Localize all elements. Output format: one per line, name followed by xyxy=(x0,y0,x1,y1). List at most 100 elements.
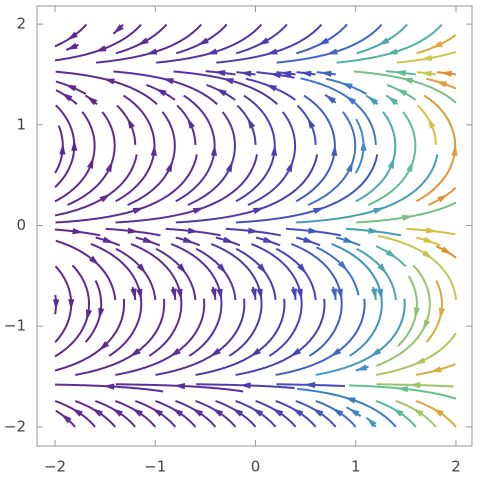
arrowhead xyxy=(343,236,355,244)
arrowhead xyxy=(232,408,244,417)
streamline xyxy=(235,298,326,376)
arrowhead xyxy=(215,88,227,97)
arrowhead xyxy=(367,96,378,106)
arrowhead xyxy=(214,70,226,77)
arrowhead xyxy=(290,348,302,357)
arrowhead xyxy=(173,383,185,390)
streamline xyxy=(377,234,457,301)
arrowhead xyxy=(172,408,184,417)
streamline xyxy=(275,298,366,376)
arrowhead xyxy=(392,408,404,417)
arrowhead xyxy=(68,299,75,311)
arrowhead xyxy=(247,117,256,129)
arrowhead xyxy=(98,341,110,351)
arrowhead xyxy=(296,288,303,301)
arrowhead xyxy=(300,70,312,77)
arrowhead xyxy=(113,24,124,34)
arrowhead xyxy=(182,236,195,244)
arrowhead xyxy=(61,92,73,102)
x-tick-label: 1 xyxy=(351,458,361,476)
arrowhead xyxy=(210,144,217,156)
arrowhead xyxy=(137,37,149,46)
arrowhead xyxy=(136,263,147,274)
arrowhead xyxy=(71,408,83,417)
arrowhead xyxy=(406,160,414,173)
arrowhead xyxy=(431,40,443,49)
arrowhead xyxy=(345,95,357,105)
arrowhead xyxy=(252,408,264,417)
arrowhead xyxy=(297,263,307,274)
arrowhead xyxy=(250,348,261,357)
arrowhead xyxy=(66,31,78,41)
arrowhead xyxy=(151,408,163,417)
y-tick-label: −1 xyxy=(4,317,26,335)
streamline xyxy=(54,23,142,62)
arrowhead xyxy=(371,288,377,300)
arrowhead xyxy=(332,408,344,417)
arrowhead xyxy=(165,160,173,173)
arrowhead xyxy=(409,382,421,389)
arrowhead xyxy=(197,37,209,46)
arrowhead xyxy=(440,70,452,77)
arrowhead xyxy=(225,160,233,173)
arrowhead xyxy=(187,227,200,234)
x-tick-label: 2 xyxy=(451,458,461,476)
arrowhead xyxy=(385,249,397,259)
frame xyxy=(36,5,473,447)
arrowhead xyxy=(435,81,448,88)
arrowhead xyxy=(262,236,275,244)
streamline xyxy=(54,154,138,217)
arrowhead xyxy=(91,408,103,417)
arrowhead xyxy=(272,408,284,417)
arrowhead xyxy=(355,364,368,371)
streamline xyxy=(291,243,343,357)
arrowhead xyxy=(111,408,123,417)
streamline xyxy=(375,245,407,268)
streamline xyxy=(416,34,457,55)
arrowhead xyxy=(145,48,158,55)
arrowhead xyxy=(66,42,78,50)
arrowhead xyxy=(86,309,92,321)
arrowhead xyxy=(169,348,181,357)
streamline xyxy=(96,23,202,64)
arrowhead xyxy=(330,348,342,357)
arrowhead xyxy=(451,144,458,156)
arrowhead xyxy=(344,397,356,404)
arrowhead xyxy=(330,288,337,300)
arrowhead xyxy=(150,144,157,156)
streamline xyxy=(156,23,263,64)
arrowhead xyxy=(373,207,385,214)
arrowhead xyxy=(341,82,353,90)
arrowhead xyxy=(396,386,409,393)
arrowhead xyxy=(420,54,433,61)
arrowhead xyxy=(432,408,444,417)
arrowhead xyxy=(402,214,414,221)
arrowhead xyxy=(217,263,227,274)
arrowhead xyxy=(103,383,115,390)
arrowhead xyxy=(130,288,137,300)
arrowhead xyxy=(142,236,155,244)
arrowhead xyxy=(290,288,297,300)
arrowhead xyxy=(377,263,387,274)
streamline xyxy=(54,104,76,188)
arrowhead xyxy=(87,157,94,169)
arrowhead xyxy=(387,157,395,169)
arrowhead xyxy=(423,236,435,244)
arrowhead xyxy=(366,417,377,428)
streamline xyxy=(54,23,88,48)
arrowhead xyxy=(346,160,354,173)
arrowhead xyxy=(414,307,421,319)
arrowhead xyxy=(252,207,265,214)
arrowhead xyxy=(105,160,113,173)
arrowhead xyxy=(170,288,177,300)
streamlines xyxy=(53,23,458,428)
arrowhead xyxy=(426,227,438,234)
x-tick-label: −1 xyxy=(144,458,166,476)
arrowhead xyxy=(422,319,431,331)
arrowhead xyxy=(266,48,278,55)
arrowhead xyxy=(216,288,223,301)
arrowhead xyxy=(292,408,304,417)
arrowhead xyxy=(212,408,224,417)
x-tick-label: 0 xyxy=(251,458,261,476)
arrowhead xyxy=(210,288,217,300)
